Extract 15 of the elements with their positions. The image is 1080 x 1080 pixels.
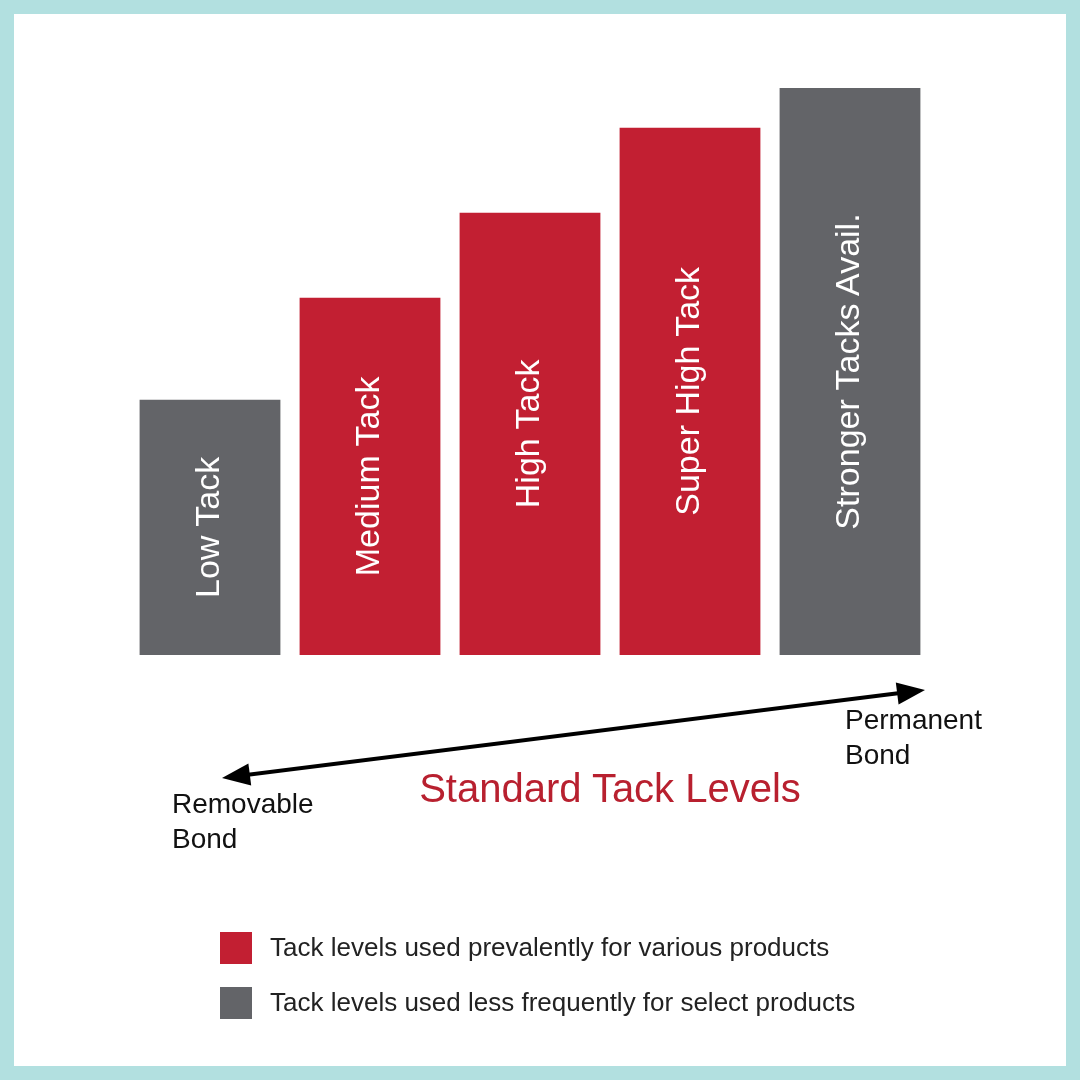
bar [459, 212, 601, 655]
bar [619, 127, 761, 655]
x-axis-title: Standard Tack Levels [419, 766, 801, 810]
x-tick-label: Low Tack [188, 455, 227, 598]
x-tick-label: Super High Tack [668, 265, 707, 516]
x-tick-label: High Tack [508, 358, 547, 509]
text: Removable Bond [172, 787, 315, 856]
text: Permanent Bond [845, 703, 983, 772]
x-tick-label: Stronger Tacks Avail. [828, 213, 867, 530]
x-tick-label: Medium Tack [348, 375, 387, 577]
bar [779, 88, 921, 655]
bar [139, 399, 281, 655]
legend-label: Tack levels used prevalently for various products [270, 932, 830, 963]
legend-label: Tack levels used less frequently for select products [270, 987, 856, 1018]
bar [299, 297, 441, 655]
